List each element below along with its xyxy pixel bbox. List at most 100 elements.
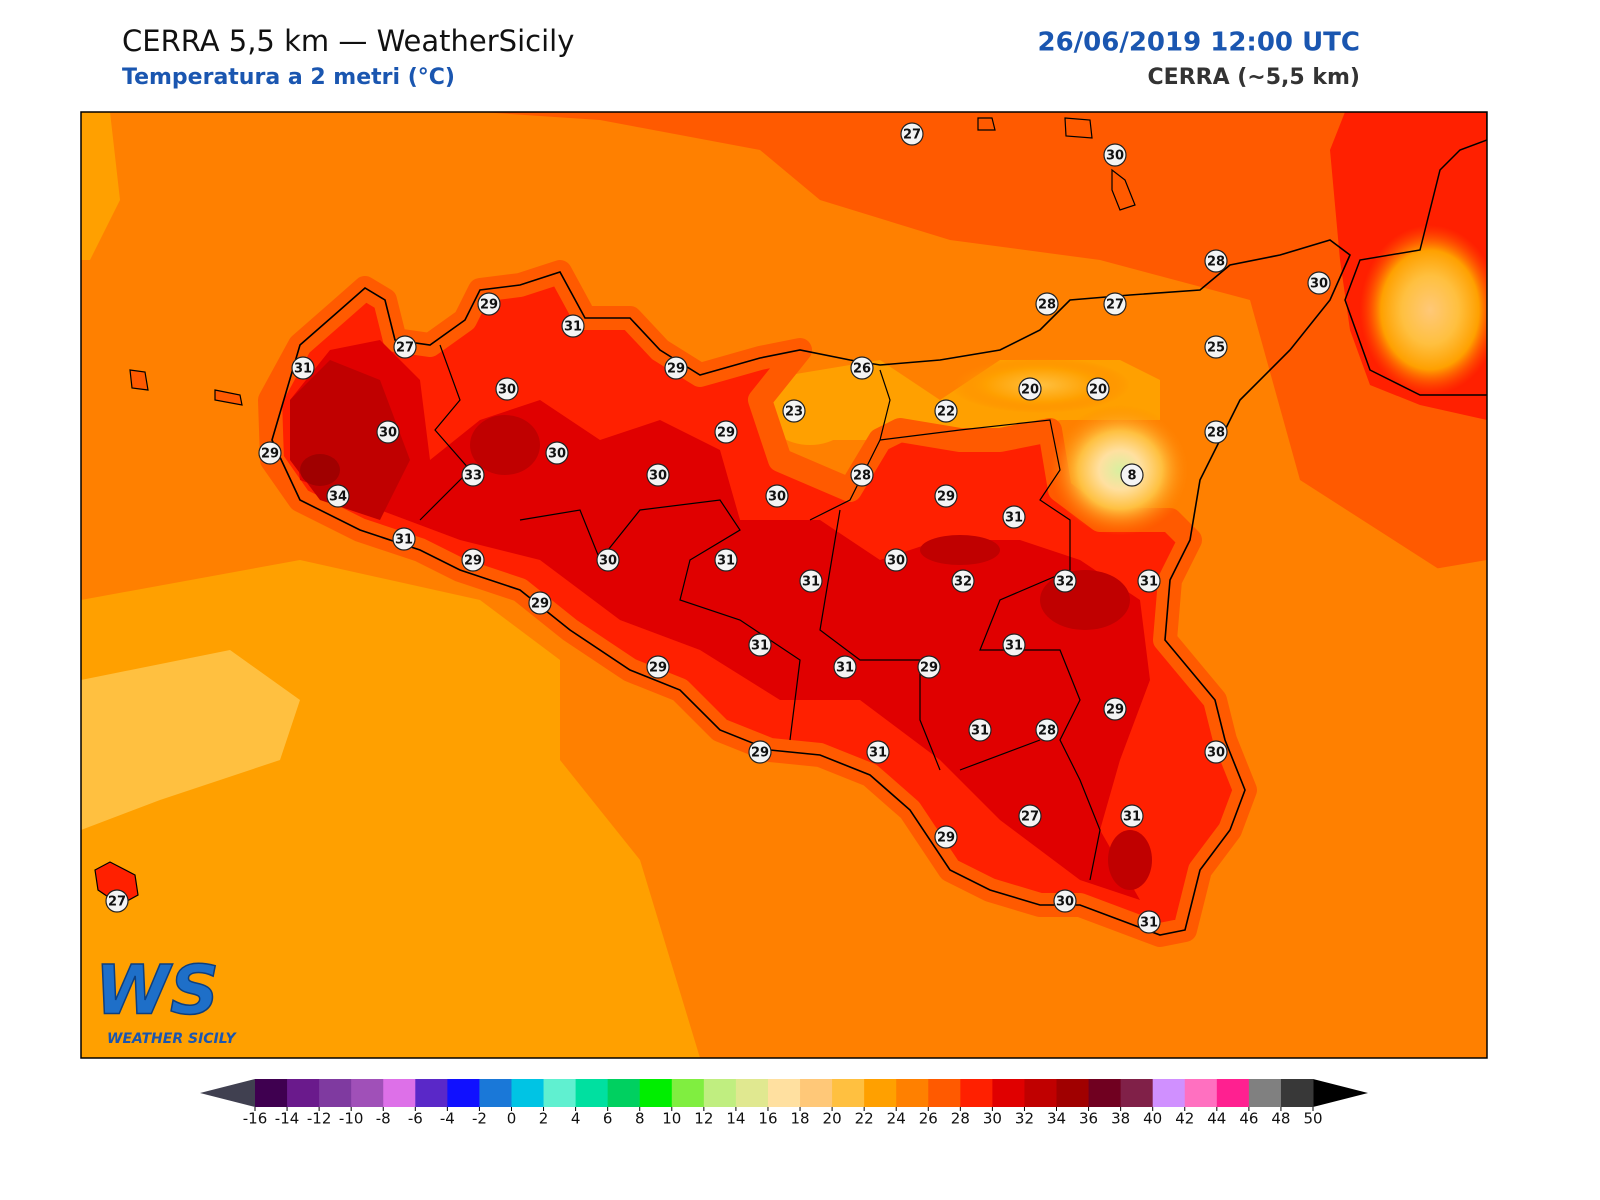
station-marker [850,463,874,487]
colorbar-tick-label: 18 [790,1110,809,1128]
station-value: 23 [785,405,803,420]
colorbar-bin [896,1079,929,1107]
station-marker [884,548,908,572]
colorbar-bin [960,1079,993,1107]
station-marker [1120,804,1144,828]
station-value: 31 [1005,511,1023,526]
colorbar-bin [1120,1079,1154,1107]
colorbar-tick-label: 4 [571,1110,581,1128]
colorbar-bin [767,1079,801,1107]
colorbar-tick-label: 34 [1047,1110,1066,1128]
station-marker [782,399,806,423]
colorbar-bin [1184,1079,1218,1107]
colorbar-bin [447,1079,480,1107]
station-value: 30 [379,426,397,441]
colorbar-bin [928,1079,961,1107]
station-marker [1002,633,1026,657]
map-frame [80,111,1488,1059]
station-marker [900,122,924,146]
station-marker [1137,910,1161,934]
colorbar-tick-label: 28 [951,1110,970,1128]
station-value: 31 [1140,575,1158,590]
station-value: 29 [751,746,769,761]
colorbar-bin [415,1079,448,1107]
station-marker [291,356,315,380]
colorbar-tick-label: -6 [408,1110,423,1128]
colorbar-bin [511,1079,545,1107]
colorbar-bin [1088,1079,1122,1107]
station-value: 29 [649,661,667,676]
colorbar-bin [607,1079,641,1107]
station-value: 32 [1056,575,1074,590]
colorbar-tick-label: 24 [887,1110,906,1128]
colorbar-tick-label: 38 [1111,1110,1130,1128]
station-marker [714,548,738,572]
station-marker [748,740,772,764]
colorbar-bin [992,1079,1025,1107]
colorbar-tick-label: 14 [726,1110,745,1128]
station-value: 25 [1207,341,1225,356]
colorbar-tick-label: 6 [603,1110,613,1128]
colorbar-bin [1280,1079,1314,1107]
station-marker [714,420,738,444]
station-marker [477,292,501,316]
colorbar-bin [1024,1079,1058,1107]
station-marker [664,356,688,380]
colorbar-bin [575,1079,609,1107]
colorbar-tick-label: 32 [1015,1110,1034,1128]
station-marker [934,484,958,508]
station-value: 31 [836,661,854,676]
colorbar-tick-label: -16 [243,1110,268,1128]
station-value: 30 [1310,277,1328,292]
station-marker [934,825,958,849]
station-marker [105,889,129,913]
station-value: 20 [1021,383,1039,398]
station-value: 29 [717,426,735,441]
station-marker [1103,292,1127,316]
station-value: 30 [548,447,566,462]
colorbar-tick-label: -10 [339,1110,364,1128]
logo-name: WEATHER SICILY [107,1031,238,1047]
station-value: 27 [396,341,414,356]
station-marker [1035,718,1059,742]
date: 26/06/2019 12:00 UTC [1037,28,1360,58]
station-value: 29 [261,447,279,462]
station-value: 30 [1207,746,1225,761]
colorbar-tick-label: 22 [855,1110,874,1128]
colorbar-tick-label: -14 [275,1110,300,1128]
model: CERRA (~5,5 km) [1148,65,1360,90]
station-marker [528,591,552,615]
station-marker [596,548,620,572]
colorbar-tick-label: -2 [472,1110,487,1128]
station-marker [1307,271,1331,295]
colorbar-bin [864,1079,897,1107]
station-marker [1053,889,1077,913]
colorbar-tick-label: 48 [1271,1110,1290,1128]
station-marker [495,377,519,401]
station-value: 31 [564,320,582,335]
stations: 27 30 28 30 29 31 28 27 27 25 31 29 26 30 20 20 23 22 30 29… [105,122,1331,934]
station-value: 32 [954,575,972,590]
station-marker [917,655,941,679]
station-value: 8 [1127,469,1136,484]
station-value: 31 [395,533,413,548]
colorbar-tick-label: 44 [1207,1110,1226,1128]
colorbar-tick-label: 0 [507,1110,517,1128]
station-value: 30 [1056,895,1074,910]
station-marker [1103,143,1127,167]
station-marker [393,335,417,359]
station-marker [461,548,485,572]
colorbar-bin [287,1079,320,1107]
station-value: 28 [1207,426,1225,441]
station-value: 30 [599,554,617,569]
colorbar-bin [543,1079,577,1107]
colorbar-bin [671,1079,705,1107]
station-value: 30 [768,490,786,505]
station-value: 30 [1106,149,1124,164]
station-marker [799,569,823,593]
station-value: 29 [937,831,955,846]
map [81,112,1487,1058]
station-value: 30 [649,469,667,484]
colorbar-tick-label: 10 [662,1110,681,1128]
station-marker [1103,697,1127,721]
